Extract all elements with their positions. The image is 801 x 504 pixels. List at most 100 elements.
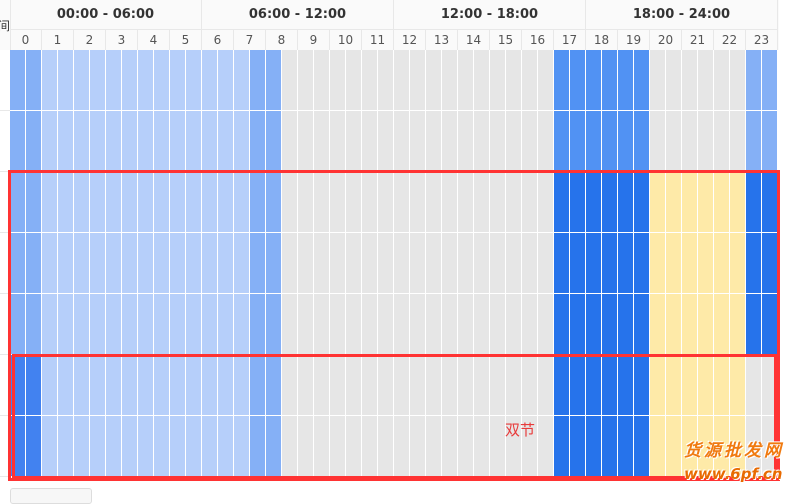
- time-slot-cell[interactable]: [250, 355, 266, 416]
- time-slot-cell[interactable]: [138, 233, 154, 294]
- time-slot-cell[interactable]: [698, 233, 714, 294]
- time-slot-cell[interactable]: [746, 233, 762, 294]
- time-slot-cell[interactable]: [362, 50, 378, 111]
- time-slot-cell[interactable]: [314, 50, 330, 111]
- time-slot-cell[interactable]: [730, 233, 746, 294]
- time-slot-cell[interactable]: [554, 355, 570, 416]
- time-slot-cell[interactable]: [458, 172, 474, 233]
- time-slot-cell[interactable]: [202, 233, 218, 294]
- time-slot-cell[interactable]: [586, 50, 602, 111]
- time-slot-cell[interactable]: [730, 50, 746, 111]
- time-slot-cell[interactable]: [730, 355, 746, 416]
- time-slot-cell[interactable]: [282, 111, 298, 172]
- time-slot-cell[interactable]: [122, 172, 138, 233]
- time-slot-cell[interactable]: [442, 355, 458, 416]
- time-slot-cell[interactable]: [490, 50, 506, 111]
- time-slot-cell[interactable]: [346, 172, 362, 233]
- time-slot-cell[interactable]: [74, 111, 90, 172]
- time-slot-cell[interactable]: [330, 355, 346, 416]
- time-slot-cell[interactable]: [282, 355, 298, 416]
- time-slot-cell[interactable]: [474, 233, 490, 294]
- time-slot-cell[interactable]: [570, 355, 586, 416]
- time-slot-cell[interactable]: [10, 233, 26, 294]
- time-slot-cell[interactable]: [266, 172, 282, 233]
- time-slot-cell[interactable]: [170, 355, 186, 416]
- time-slot-cell[interactable]: [106, 111, 122, 172]
- time-slot-cell[interactable]: [746, 172, 762, 233]
- time-slot-cell[interactable]: [602, 355, 618, 416]
- time-slot-cell[interactable]: [298, 172, 314, 233]
- time-slot-cell[interactable]: [314, 111, 330, 172]
- time-slot-cell[interactable]: [298, 50, 314, 111]
- time-slot-cell[interactable]: [634, 172, 650, 233]
- time-slot-cell[interactable]: [650, 233, 666, 294]
- time-slot-cell[interactable]: [746, 50, 762, 111]
- time-slot-cell[interactable]: [154, 111, 170, 172]
- time-slot-cell[interactable]: [186, 233, 202, 294]
- time-slot-cell[interactable]: [458, 111, 474, 172]
- time-slot-cell[interactable]: [250, 111, 266, 172]
- time-slot-cell[interactable]: [122, 355, 138, 416]
- time-slot-cell[interactable]: [618, 172, 634, 233]
- time-slot-cell[interactable]: [698, 355, 714, 416]
- time-slot-cell[interactable]: [346, 233, 362, 294]
- time-slot-cell[interactable]: [298, 233, 314, 294]
- time-slot-cell[interactable]: [442, 50, 458, 111]
- time-slot-cell[interactable]: [586, 111, 602, 172]
- time-slot-cell[interactable]: [634, 111, 650, 172]
- time-slot-cell[interactable]: [474, 111, 490, 172]
- time-slot-cell[interactable]: [730, 172, 746, 233]
- time-slot-cell[interactable]: [122, 233, 138, 294]
- time-slot-cell[interactable]: [730, 111, 746, 172]
- time-slot-cell[interactable]: [698, 50, 714, 111]
- time-slot-cell[interactable]: [90, 111, 106, 172]
- time-slot-cell[interactable]: [442, 172, 458, 233]
- time-slot-cell[interactable]: [506, 111, 522, 172]
- time-slot-cell[interactable]: [394, 111, 410, 172]
- time-slot-cell[interactable]: [218, 172, 234, 233]
- time-slot-cell[interactable]: [474, 355, 490, 416]
- time-slot-cell[interactable]: [474, 50, 490, 111]
- time-slot-cell[interactable]: [618, 233, 634, 294]
- time-slot-cell[interactable]: [10, 50, 26, 111]
- time-slot-cell[interactable]: [762, 111, 778, 172]
- time-slot-cell[interactable]: [602, 50, 618, 111]
- time-slot-cell[interactable]: [714, 172, 730, 233]
- time-slot-cell[interactable]: [538, 233, 554, 294]
- time-slot-cell[interactable]: [90, 50, 106, 111]
- time-slot-cell[interactable]: [538, 172, 554, 233]
- time-slot-cell[interactable]: [106, 355, 122, 416]
- time-slot-cell[interactable]: [394, 172, 410, 233]
- time-slot-cell[interactable]: [234, 355, 250, 416]
- time-slot-cell[interactable]: [538, 355, 554, 416]
- time-slot-cell[interactable]: [234, 50, 250, 111]
- time-slot-cell[interactable]: [394, 233, 410, 294]
- time-slot-cell[interactable]: [346, 355, 362, 416]
- time-slot-cell[interactable]: [26, 355, 42, 416]
- time-slot-cell[interactable]: [250, 233, 266, 294]
- time-slot-cell[interactable]: [74, 355, 90, 416]
- time-slot-cell[interactable]: [138, 355, 154, 416]
- time-slot-cell[interactable]: [314, 233, 330, 294]
- time-slot-cell[interactable]: [138, 172, 154, 233]
- time-slot-cell[interactable]: [330, 172, 346, 233]
- time-slot-cell[interactable]: [666, 172, 682, 233]
- time-slot-cell[interactable]: [378, 111, 394, 172]
- time-slot-cell[interactable]: [186, 111, 202, 172]
- time-slot-cell[interactable]: [522, 355, 538, 416]
- time-slot-cell[interactable]: [170, 50, 186, 111]
- time-slot-cell[interactable]: [682, 233, 698, 294]
- time-slot-cell[interactable]: [42, 355, 58, 416]
- time-slot-cell[interactable]: [298, 355, 314, 416]
- time-slot-cell[interactable]: [42, 50, 58, 111]
- time-slot-cell[interactable]: [634, 50, 650, 111]
- time-slot-cell[interactable]: [250, 172, 266, 233]
- time-slot-cell[interactable]: [522, 233, 538, 294]
- time-slot-cell[interactable]: [122, 50, 138, 111]
- time-slot-cell[interactable]: [506, 50, 522, 111]
- time-slot-cell[interactable]: [202, 111, 218, 172]
- time-slot-cell[interactable]: [74, 172, 90, 233]
- time-slot-cell[interactable]: [490, 111, 506, 172]
- time-slot-cell[interactable]: [586, 355, 602, 416]
- time-slot-cell[interactable]: [410, 172, 426, 233]
